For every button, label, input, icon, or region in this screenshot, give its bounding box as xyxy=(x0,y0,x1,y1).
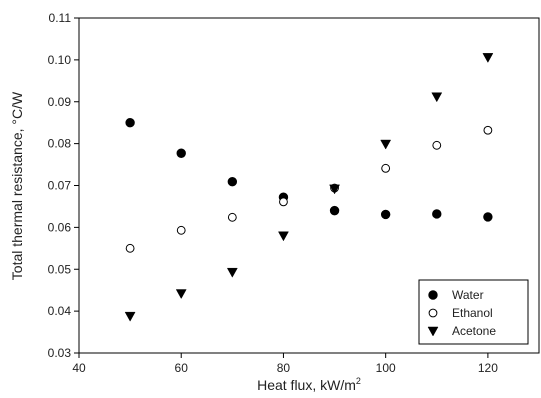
series-ethanol xyxy=(125,125,493,253)
data-point-acetone xyxy=(278,231,289,242)
data-point-acetone xyxy=(482,53,494,63)
legend-item-water: Water xyxy=(428,288,484,302)
data-point-water xyxy=(483,212,493,222)
y-axis-title: Total thermal resistance, °C/W xyxy=(9,91,25,280)
y-axis: 0.03 0.04 0.05 0.06 0.07 0.08 0.09 0.10 0.11 xyxy=(48,11,79,360)
data-point-acetone xyxy=(431,92,443,103)
legend-label: Acetone xyxy=(452,324,496,338)
legend-marker-acetone xyxy=(427,326,439,337)
data-point-water xyxy=(125,117,135,128)
x-tick-label: 40 xyxy=(72,361,86,375)
data-point-acetone xyxy=(124,311,136,322)
y-tick-label: 0.07 xyxy=(48,179,72,193)
data-point-water xyxy=(227,177,238,187)
data-point-ethanol xyxy=(432,140,442,150)
x-tick-label: 100 xyxy=(376,361,396,375)
y-tick-label: 0.10 xyxy=(48,53,72,67)
legend: Water Ethanol Acetone xyxy=(418,279,529,345)
data-point-water xyxy=(176,148,186,158)
data-point-water xyxy=(380,209,391,220)
data-point-ethanol xyxy=(279,197,288,207)
data-point-acetone xyxy=(329,184,340,195)
legend-item-ethanol: Ethanol xyxy=(428,306,493,320)
data-point-ethanol xyxy=(176,225,186,235)
data-points xyxy=(124,53,494,322)
data-point-ethanol xyxy=(483,125,493,135)
y-tick-label: 0.11 xyxy=(49,11,72,25)
data-point-water xyxy=(432,209,442,219)
data-point-ethanol xyxy=(125,243,135,253)
legend-marker-water xyxy=(428,290,438,300)
data-point-ethanol xyxy=(381,163,391,173)
y-tick-label: 0.04 xyxy=(48,304,72,318)
x-tick-label: 80 xyxy=(277,361,291,375)
data-point-water xyxy=(329,205,340,216)
y-tick-label: 0.09 xyxy=(48,95,72,109)
series-water xyxy=(125,117,493,222)
x-axis-title-superscript: 2 xyxy=(356,376,361,386)
data-point-acetone xyxy=(226,267,238,278)
legend-label: Water xyxy=(452,288,484,302)
x-tick-label: 120 xyxy=(478,361,498,375)
data-point-ethanol xyxy=(227,212,237,222)
legend-marker-ethanol xyxy=(428,308,438,318)
legend-item-acetone: Acetone xyxy=(427,324,496,338)
y-tick-label: 0.08 xyxy=(48,137,72,151)
x-axis: 40 60 80 100 120 xyxy=(72,353,498,375)
x-axis-title-text: Heat flux, kW/m xyxy=(257,377,356,393)
y-tick-label: 0.03 xyxy=(48,346,72,360)
x-axis-title: Heat flux, kW/m2 xyxy=(257,376,361,393)
data-point-acetone xyxy=(175,289,187,300)
series-acetone xyxy=(124,53,494,322)
y-tick-label: 0.05 xyxy=(48,262,72,276)
x-tick-label: 60 xyxy=(175,361,189,375)
data-point-acetone xyxy=(380,139,392,150)
y-tick-label: 0.06 xyxy=(48,220,72,234)
legend-label: Ethanol xyxy=(452,306,493,320)
